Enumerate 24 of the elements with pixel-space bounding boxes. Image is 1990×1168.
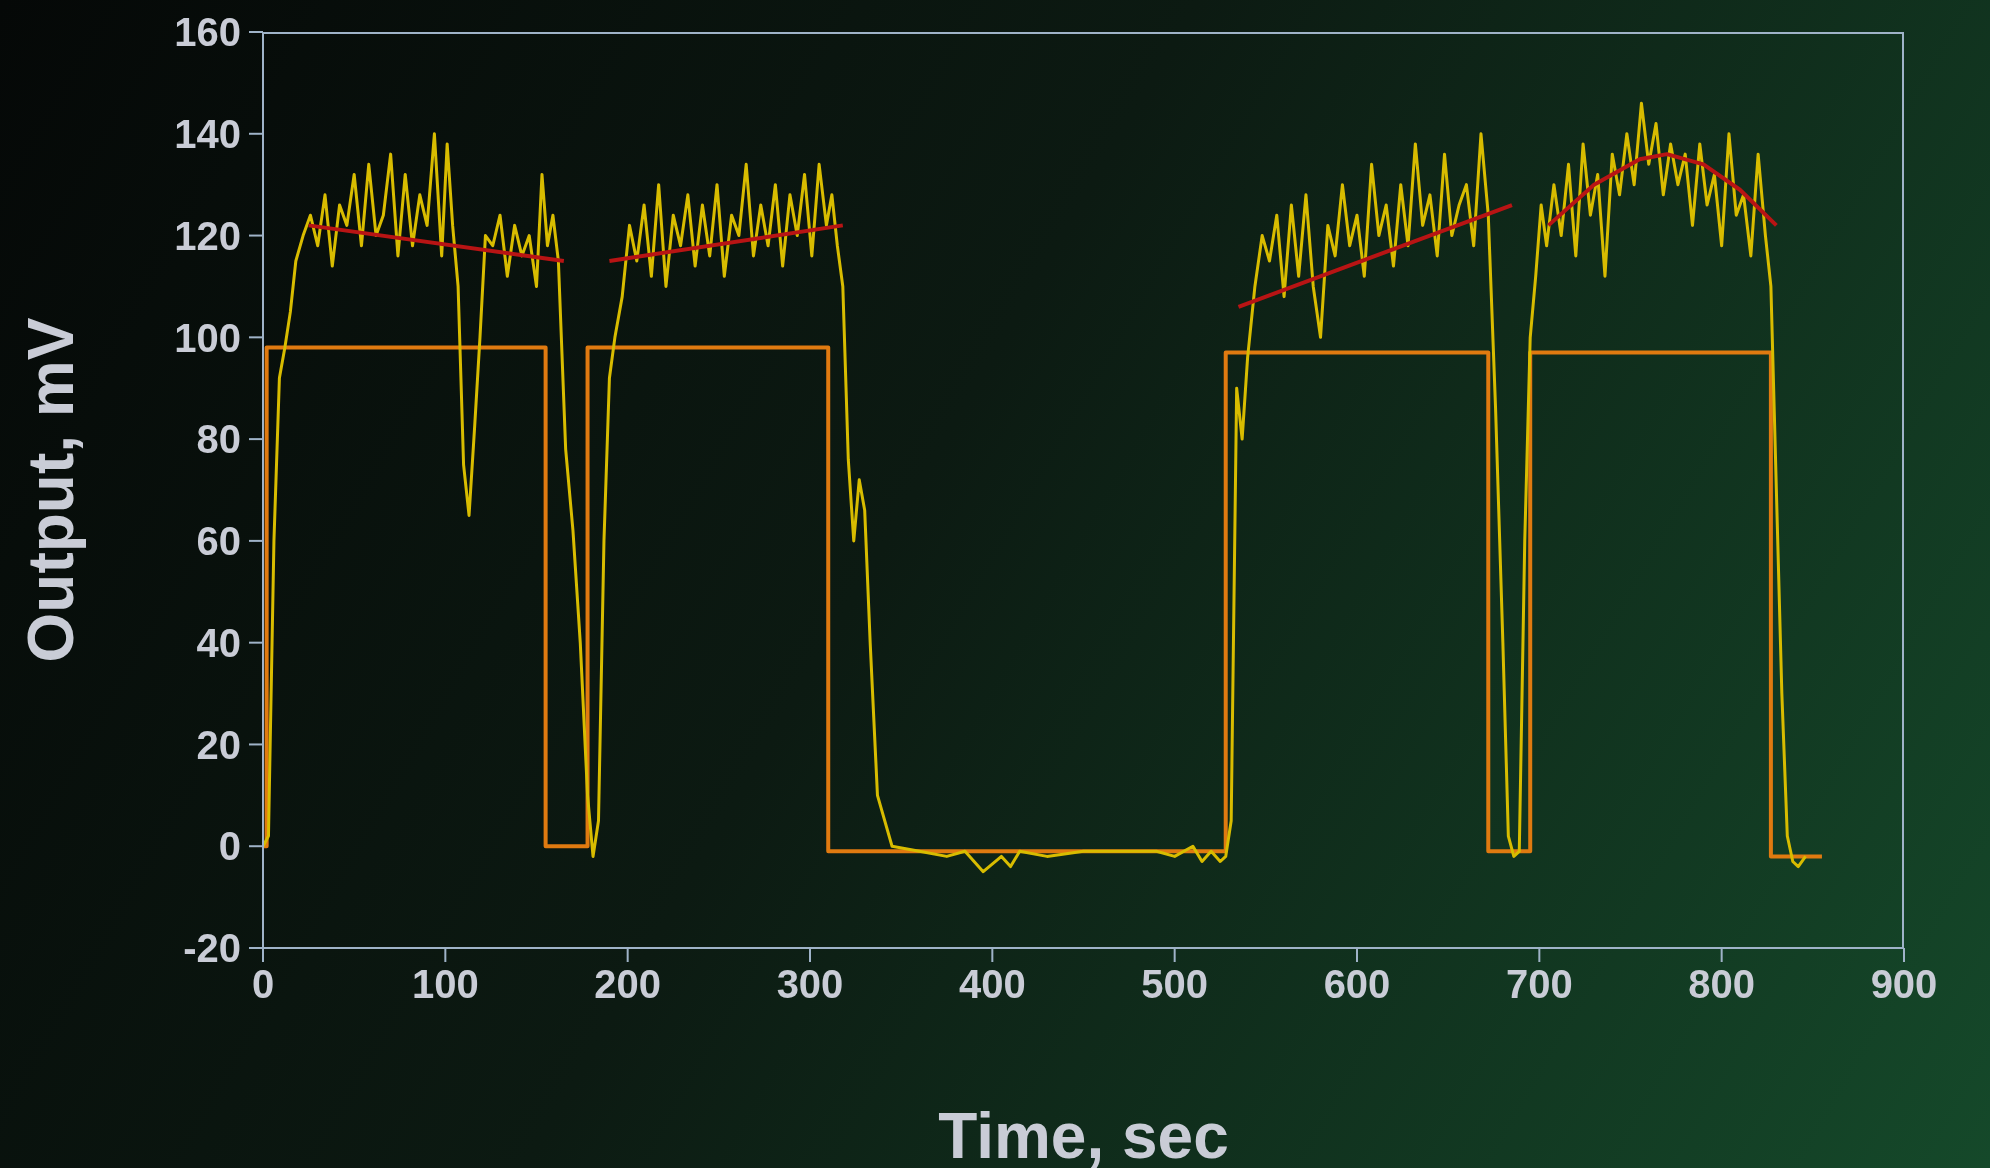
y-tick-label: 100	[174, 315, 241, 360]
y-tick-label: 40	[196, 620, 241, 665]
x-tick-label: 500	[1141, 962, 1209, 1007]
x-tick-label: 700	[1505, 962, 1573, 1007]
x-tick-label: 0	[251, 962, 275, 1007]
x-axis-title: Time, sec	[938, 1100, 1229, 1168]
line-series	[263, 345, 1824, 859]
x-tick-label: 800	[1688, 962, 1756, 1007]
line-series	[263, 101, 1808, 874]
x-tick-label: 600	[1323, 962, 1391, 1007]
y-tick-label: -20	[183, 926, 241, 971]
y-tick-label: 140	[174, 111, 241, 156]
y-axis-title: Output, mV	[14, 317, 87, 663]
y-tick-label: 80	[196, 417, 241, 462]
y-tick-label: 160	[174, 10, 241, 55]
y-tick-label: 0	[218, 824, 241, 869]
x-tick-label: 900	[1870, 962, 1938, 1007]
y-tick-label: 120	[174, 213, 241, 258]
x-tick-label: 400	[958, 962, 1026, 1007]
x-tick-label: 300	[776, 962, 844, 1007]
y-tick-label: 20	[196, 722, 241, 767]
x-tick-label: 200	[594, 962, 662, 1007]
x-tick-label: 100	[411, 962, 479, 1007]
y-tick-label: 60	[196, 519, 241, 564]
